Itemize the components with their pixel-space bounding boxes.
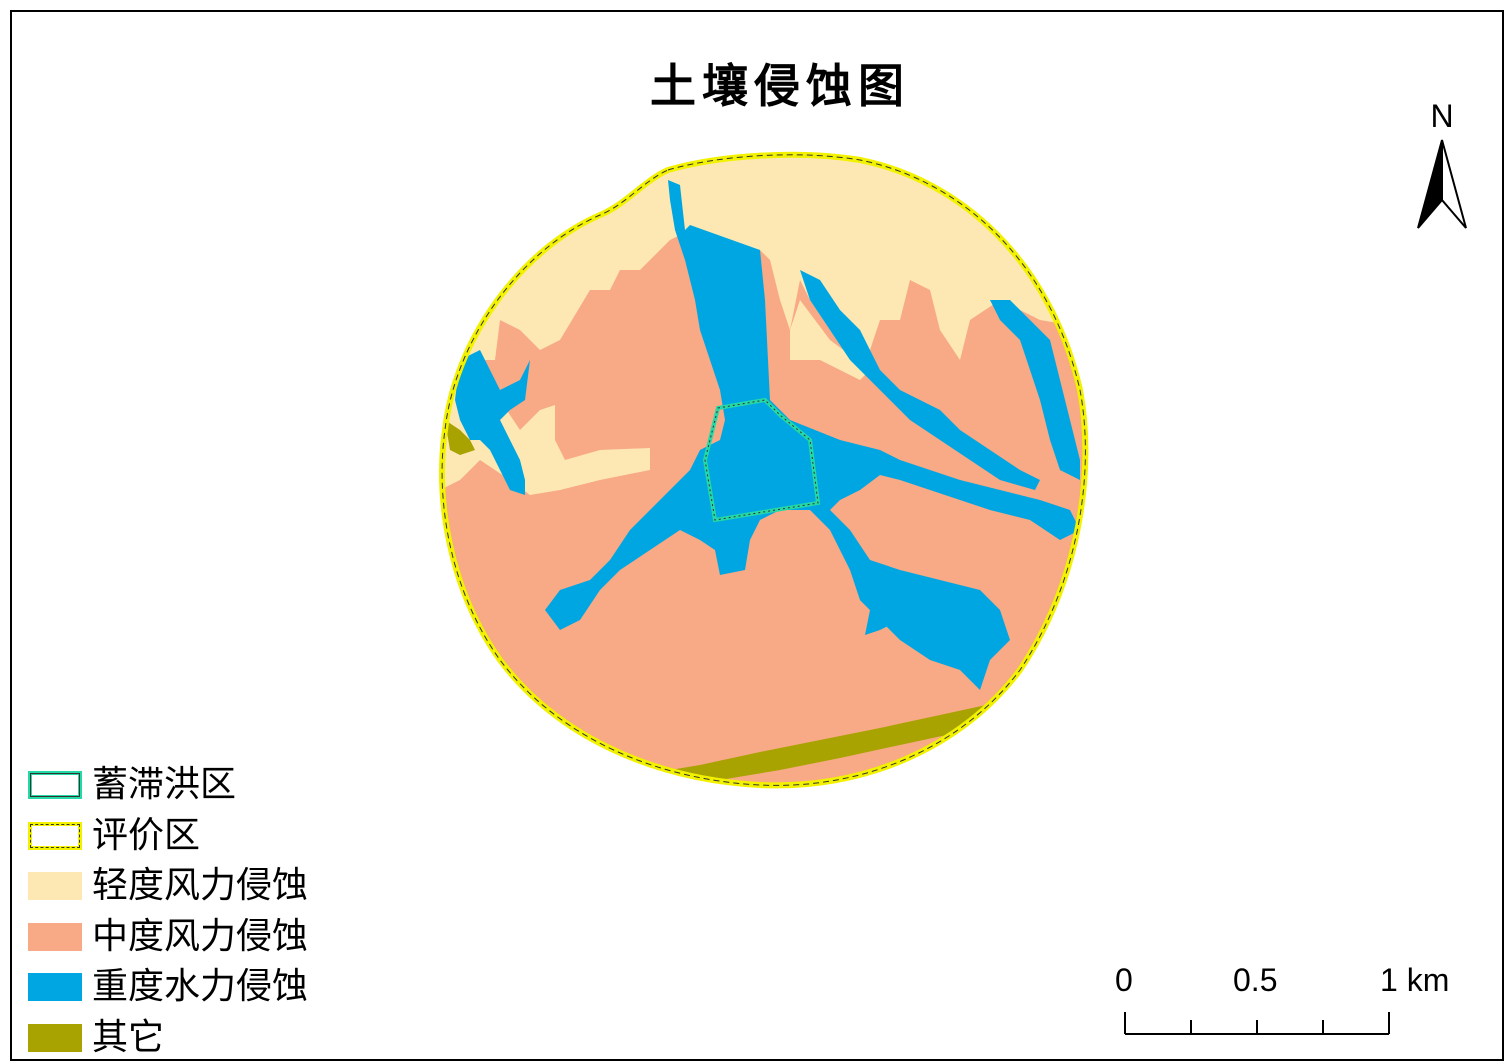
light-wind-swatch [28, 872, 82, 901]
legend-item-moderate-wind: 中度风力侵蚀 [28, 912, 308, 963]
severe-water-erosion-area [990, 300, 1080, 480]
flood-detention-area-boundary-inner [704, 399, 819, 521]
scale-bar: 0 0.5 1 km [1105, 962, 1465, 1042]
legend-label: 轻度风力侵蚀 [92, 865, 309, 907]
map-legend: 蓄滞洪区 评价区 轻度风力侵蚀 中度风力侵蚀 重度水力侵蚀 其它 [28, 760, 308, 1063]
scale-bar-ruler [1124, 1012, 1390, 1035]
scale-label-half: 0.5 [1233, 962, 1278, 998]
moderate-wind-swatch [28, 922, 82, 951]
erosion-layers [442, 154, 1086, 786]
legend-item-flood-zone: 蓄滞洪区 [28, 760, 308, 811]
legend-label: 重度水力侵蚀 [92, 966, 309, 1008]
legend-label: 其它 [92, 1016, 165, 1058]
assessment-area-boundary-dash [441, 154, 1086, 786]
legend-item-severe-water: 重度水力侵蚀 [28, 962, 308, 1013]
legend-item-light-wind: 轻度风力侵蚀 [28, 861, 308, 912]
flood-zone-swatch [28, 771, 82, 800]
north-label: N [1430, 98, 1454, 134]
scale-label-one: 1 km [1380, 962, 1450, 998]
severe-water-swatch [28, 973, 82, 1002]
legend-label: 中度风力侵蚀 [92, 915, 309, 957]
legend-label: 评价区 [92, 814, 201, 856]
legend-item-assessment-area: 评价区 [28, 811, 308, 862]
other-land-area [640, 695, 1040, 786]
severe-water-erosion-area [455, 350, 530, 495]
map-title: 土壤侵蚀图 [650, 59, 910, 113]
scale-label-zero: 0 [1115, 962, 1133, 998]
other-land-area [445, 420, 475, 455]
severe-water-erosion-area [860, 580, 900, 635]
legend-label: 蓄滞洪区 [92, 764, 237, 806]
north-arrow-icon [1417, 139, 1467, 229]
other-swatch [28, 1023, 82, 1052]
map-frame [10, 10, 1504, 1061]
severe-water-erosion-area [800, 270, 1040, 490]
assessment-area-swatch [28, 821, 82, 850]
severe-water-erosion-area [545, 180, 1080, 690]
legend-item-other: 其它 [28, 1013, 308, 1063]
north-arrow: N [1412, 98, 1472, 233]
